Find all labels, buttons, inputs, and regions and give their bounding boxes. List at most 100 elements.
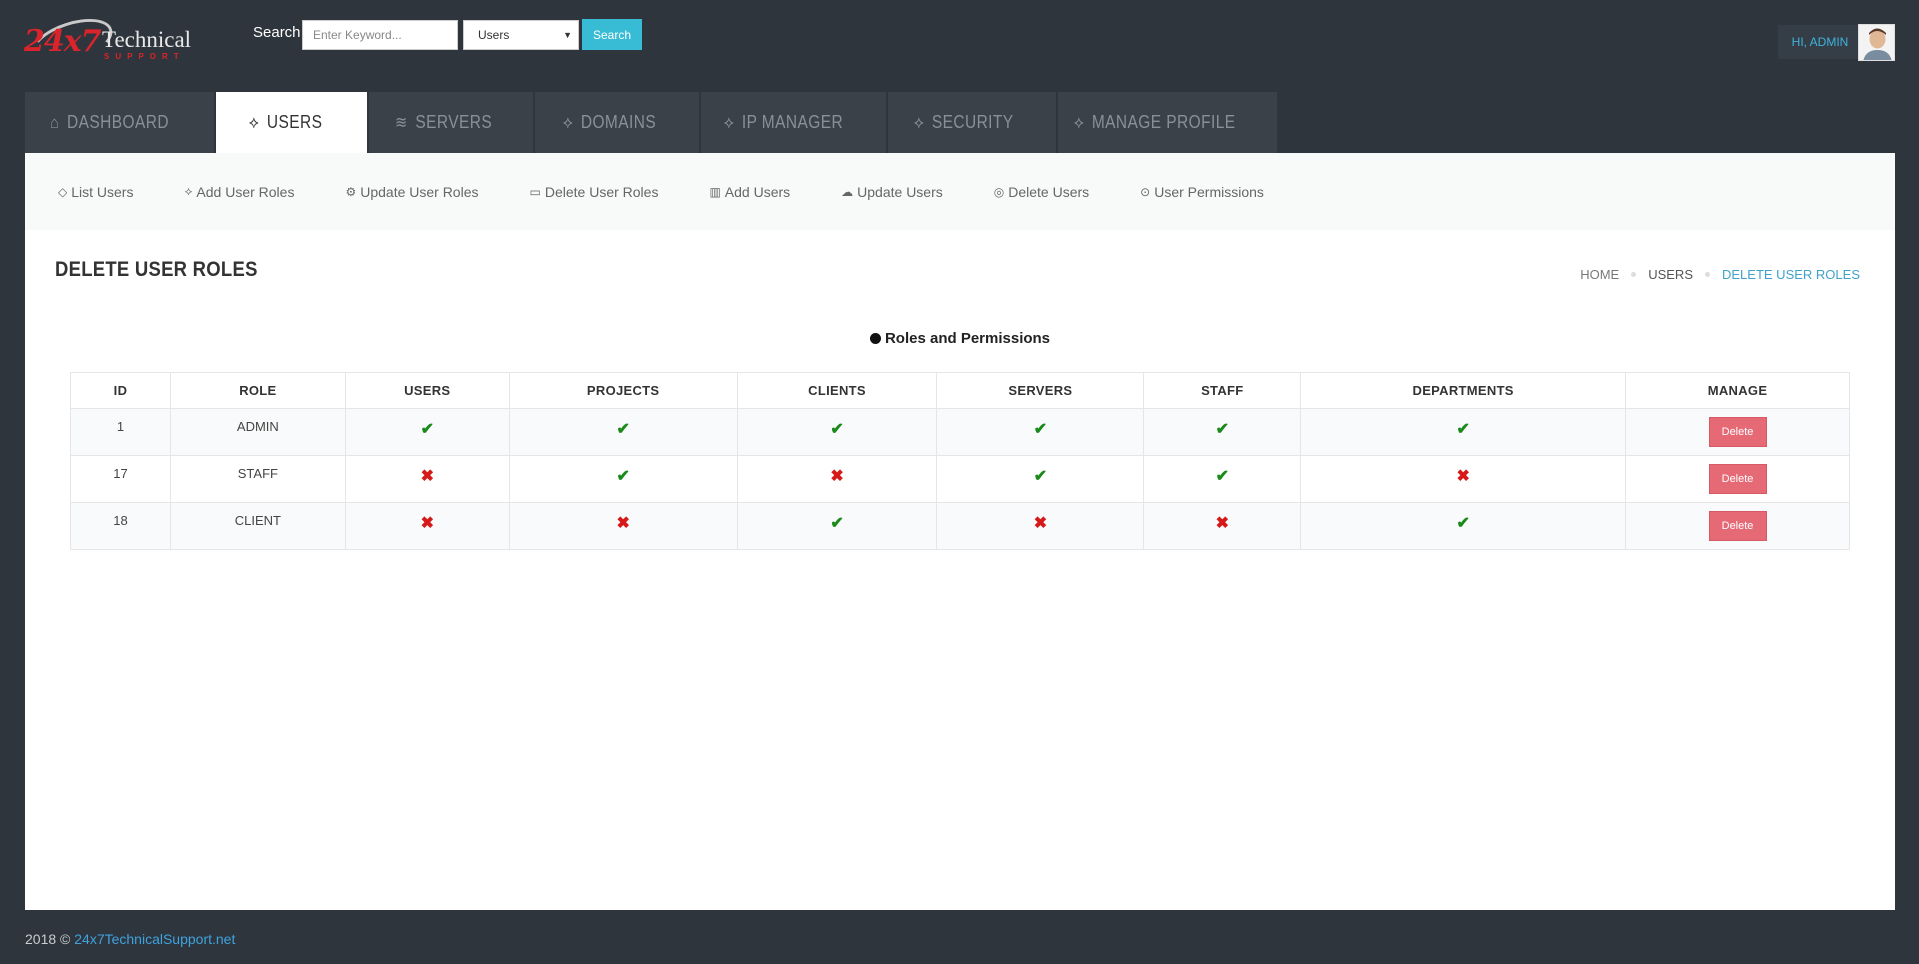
check-icon: ✔ bbox=[1033, 421, 1048, 438]
tab-label: IP MANAGER bbox=[742, 112, 844, 132]
cell-id: 18 bbox=[70, 502, 171, 550]
breadcrumb-home[interactable]: HOME bbox=[1580, 267, 1620, 282]
breadcrumb-users[interactable]: USERS bbox=[1648, 267, 1693, 282]
diamond-icon: ◇ bbox=[58, 184, 68, 199]
search-button[interactable]: Search bbox=[582, 19, 642, 50]
bar-chart-icon: ▥ bbox=[709, 184, 721, 199]
cell-id: 17 bbox=[70, 455, 171, 503]
pie-icon bbox=[869, 333, 881, 344]
tag-icon: ⟡ bbox=[562, 112, 573, 132]
cell-permission: ✔ bbox=[1300, 502, 1627, 550]
cell-id: 1 bbox=[70, 408, 171, 456]
check-icon: ✔ bbox=[1456, 421, 1470, 438]
subnav-label: User Permissions bbox=[1154, 183, 1264, 200]
cell-manage: Delete bbox=[1625, 455, 1850, 503]
table-row: 1 ADMIN ✔ ✔ ✔ ✔ ✔ ✔ Delete bbox=[70, 408, 1850, 456]
tag-icon: ⟡ bbox=[248, 112, 259, 132]
tab-domains[interactable]: ⟡ DOMAINS bbox=[535, 92, 699, 153]
map-pin-icon: ⊙ bbox=[1140, 184, 1151, 199]
check-icon: ✔ bbox=[616, 468, 630, 485]
breadcrumb-separator bbox=[1705, 272, 1710, 277]
table-header-row: ID ROLE USERS PROJECTS CLIENTS SERVERS S… bbox=[70, 372, 1850, 409]
subnav-label: Delete Users bbox=[1008, 183, 1090, 200]
cross-icon: ✖ bbox=[420, 515, 434, 532]
column-header: ROLE bbox=[169, 372, 346, 409]
cell-permission: ✖ bbox=[736, 455, 938, 503]
cell-manage: Delete bbox=[1625, 408, 1850, 456]
subnav-label: Add User Roles bbox=[196, 183, 295, 200]
tab-manage-profile[interactable]: ⟡ MANAGE PROFILE bbox=[1058, 92, 1277, 153]
logo-number: 24x7 bbox=[24, 24, 102, 59]
subnav-delete-users[interactable]: ◎ Delete Users bbox=[994, 184, 1089, 200]
tab-security[interactable]: ⟡ SECURITY bbox=[888, 92, 1056, 153]
subnav-label: Delete User Roles bbox=[544, 183, 659, 200]
page-title: DELETE USER ROLES bbox=[55, 258, 258, 281]
cell-permission: ✖ bbox=[344, 455, 510, 503]
search-input[interactable] bbox=[302, 20, 458, 50]
home-icon: ⌂ bbox=[50, 112, 60, 132]
table-row: 17 STAFF ✖ ✔ ✖ ✔ ✔ ✖ Delete bbox=[70, 455, 1850, 503]
chevron-down-icon: ▼ bbox=[563, 30, 572, 40]
subnav-delete-user-roles[interactable]: ▭ Delete User Roles bbox=[530, 184, 659, 200]
table-row: 18 CLIENT ✖ ✖ ✔ ✖ ✖ ✔ Delete bbox=[70, 502, 1850, 550]
breadcrumb-current: DELETE USER ROLES bbox=[1722, 267, 1860, 282]
content-panel: ◇ List Users ⟡ Add User Roles ⚙ Update User… bbox=[25, 153, 1895, 910]
search-category-select[interactable]: Users ▼ bbox=[463, 20, 579, 50]
cell-permission: ✖ bbox=[344, 502, 510, 550]
tab-ip-manager[interactable]: ⟡ IP MANAGER bbox=[701, 92, 886, 153]
column-header: CLIENTS bbox=[736, 372, 938, 409]
footer-link[interactable]: 24x7TechnicalSupport.net bbox=[74, 931, 236, 947]
cell-permission: ✔ bbox=[344, 408, 510, 456]
cell-manage: Delete bbox=[1625, 502, 1850, 550]
cell-permission: ✔ bbox=[508, 455, 738, 503]
subnav-user-permissions[interactable]: ⊙ User Permissions bbox=[1140, 184, 1264, 200]
subnav-label: List Users bbox=[71, 183, 134, 200]
footer: 2018 © 24x7TechnicalSupport.net bbox=[25, 931, 235, 947]
check-icon: ✔ bbox=[420, 421, 434, 438]
tab-users[interactable]: ⟡ USERS bbox=[216, 92, 367, 153]
tab-label: SECURITY bbox=[931, 112, 1014, 132]
cell-role: CLIENT bbox=[169, 502, 346, 550]
cross-icon: ✖ bbox=[1456, 468, 1470, 485]
subnav-update-users[interactable]: ☁ Update Users bbox=[841, 184, 943, 200]
cell-permission: ✔ bbox=[936, 408, 1145, 456]
check-icon: ✔ bbox=[1215, 468, 1229, 485]
cell-permission: ✔ bbox=[1143, 455, 1302, 503]
avatar[interactable] bbox=[1858, 24, 1895, 61]
cross-icon: ✖ bbox=[1215, 515, 1229, 532]
main-tabs: ⌂ DASHBOARD ⟡ USERS ≋ SERVERS ⟡ DOMAINS ⟡ IP … bbox=[25, 92, 1277, 153]
tag-icon: ⟡ bbox=[1073, 112, 1084, 132]
tab-label: USERS bbox=[266, 112, 323, 132]
check-icon: ✔ bbox=[1033, 468, 1048, 485]
column-header: ID bbox=[70, 372, 171, 409]
cell-permission: ✖ bbox=[1300, 455, 1627, 503]
tab-dashboard[interactable]: ⌂ DASHBOARD bbox=[25, 92, 214, 153]
subnav-update-user-roles[interactable]: ⚙ Update User Roles bbox=[345, 184, 478, 200]
gear-icon: ⚙ bbox=[345, 184, 357, 199]
subnav-add-user-roles[interactable]: ⟡ Add User Roles bbox=[184, 184, 294, 200]
column-header: DEPARTMENTS bbox=[1300, 372, 1627, 409]
tab-servers[interactable]: ≋ SERVERS bbox=[369, 92, 533, 153]
subnav-list-users[interactable]: ◇ List Users bbox=[58, 184, 133, 200]
cross-icon: ✖ bbox=[420, 468, 434, 485]
delete-button[interactable]: Delete bbox=[1708, 464, 1767, 494]
user-greeting[interactable]: HI, ADMIN bbox=[1778, 25, 1862, 59]
footer-copyright: 2018 © bbox=[25, 931, 71, 947]
delete-button[interactable]: Delete bbox=[1708, 511, 1767, 541]
cell-permission: ✖ bbox=[508, 502, 738, 550]
column-header: MANAGE bbox=[1625, 372, 1850, 409]
avatar-image bbox=[1859, 25, 1894, 60]
cell-permission: ✔ bbox=[736, 502, 938, 550]
tag-icon: ⟡ bbox=[724, 112, 735, 132]
cell-permission: ✔ bbox=[1300, 408, 1627, 456]
logo[interactable]: 24x7 Technical SUPPORT bbox=[24, 10, 191, 74]
subnav-add-users[interactable]: ▥ Add Users bbox=[709, 184, 790, 200]
tab-label: MANAGE PROFILE bbox=[1091, 112, 1236, 132]
tab-label: DOMAINS bbox=[580, 112, 656, 132]
tag-icon: ⟡ bbox=[914, 112, 925, 132]
delete-button[interactable]: Delete bbox=[1708, 417, 1767, 447]
breadcrumb-separator bbox=[1631, 272, 1637, 277]
folder-icon: ▭ bbox=[529, 184, 541, 199]
column-header: PROJECTS bbox=[508, 372, 738, 409]
subnav-label: Update User Roles bbox=[360, 183, 479, 200]
